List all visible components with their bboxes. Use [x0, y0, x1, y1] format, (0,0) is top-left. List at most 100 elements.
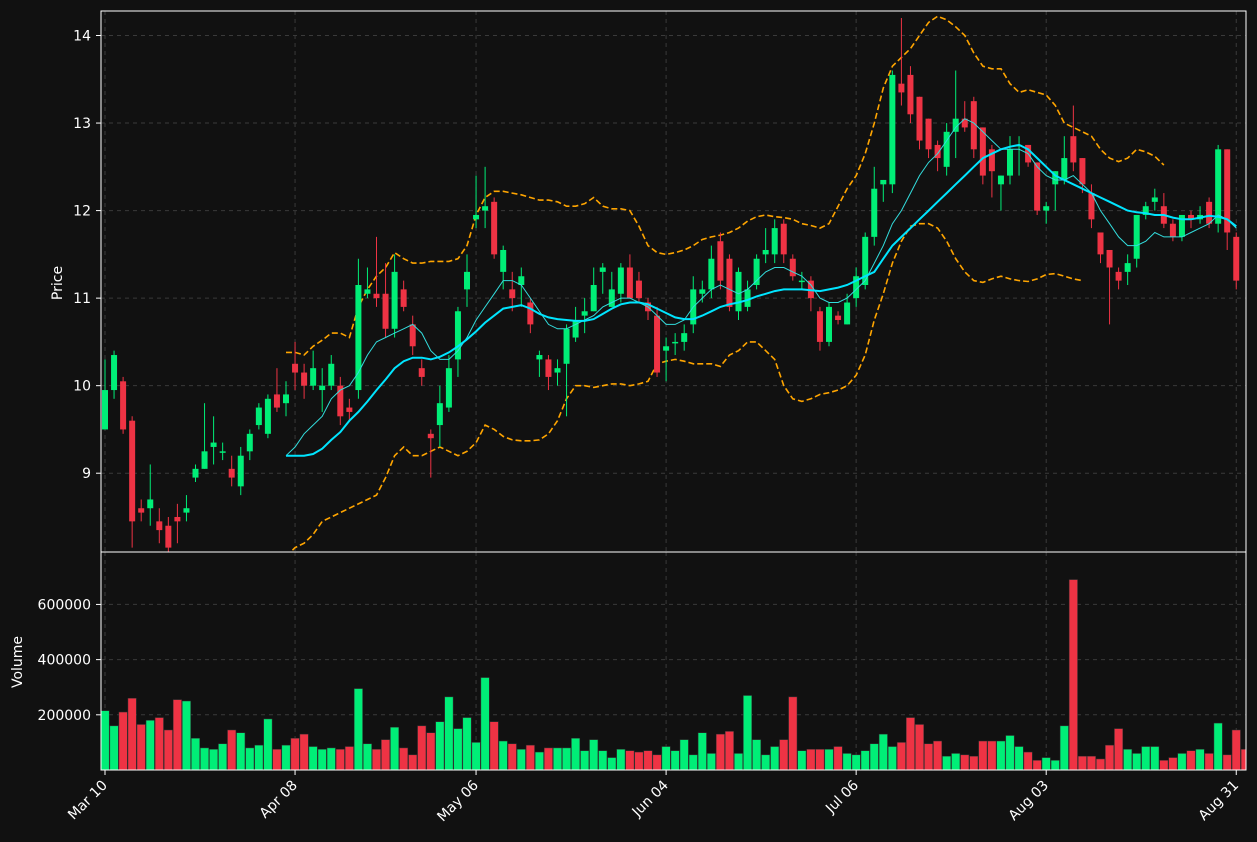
candle-body: [654, 315, 661, 373]
volume-bar: [580, 750, 590, 770]
volume-bar: [1150, 746, 1160, 770]
volume-bar: [308, 746, 318, 770]
volume-bar: [1168, 757, 1178, 770]
volume-bar: [326, 747, 336, 770]
volume-bar: [806, 749, 816, 770]
volume-bar: [290, 738, 300, 770]
volume-bar: [182, 700, 191, 770]
candle-body: [581, 311, 588, 316]
volume-bar: [752, 739, 762, 770]
candle-body: [445, 368, 452, 408]
candle-body: [563, 328, 570, 364]
volume-bar: [906, 717, 915, 770]
volume-bar: [1096, 758, 1105, 770]
candle-body: [898, 83, 905, 93]
volume-bar: [227, 729, 237, 770]
candle-body: [147, 499, 154, 509]
volume-bar: [734, 753, 743, 770]
candle-body: [536, 355, 543, 360]
candle-body: [635, 280, 642, 299]
volume-bar: [136, 724, 146, 770]
volume-bar: [1005, 735, 1015, 770]
candle-body: [310, 368, 317, 386]
candle-body: [572, 320, 579, 338]
candle-body: [283, 394, 289, 404]
volume-bar: [1177, 753, 1187, 770]
candle-body: [952, 118, 959, 132]
volume-bar: [697, 732, 707, 770]
volume-bar: [109, 725, 119, 770]
bollinger-upper-line: [286, 15, 1165, 356]
candle-body: [400, 289, 407, 307]
candle-body: [391, 271, 398, 329]
candle-body: [174, 516, 181, 522]
candle-body: [907, 74, 914, 115]
candle-body: [473, 214, 480, 220]
volume-bar: [444, 696, 454, 770]
candle-body: [1188, 214, 1194, 220]
candle-body: [663, 346, 670, 351]
candle-body: [672, 341, 679, 344]
ma-slow-line: [286, 143, 1237, 457]
volume-bar: [101, 710, 110, 770]
ma-fast-line: [285, 118, 1237, 457]
volume-bar: [788, 696, 798, 770]
candle-body: [735, 271, 742, 312]
candle-body: [997, 175, 1004, 185]
candle-body: [871, 188, 878, 237]
volume-bar: [1014, 746, 1024, 770]
candle-body: [1061, 158, 1068, 180]
candle-body: [111, 355, 118, 391]
candle-body: [798, 280, 805, 283]
candle-body: [482, 206, 489, 211]
candle-body: [409, 324, 416, 347]
volume-bar: [534, 751, 544, 770]
candle-body: [1097, 232, 1104, 255]
candle-body: [699, 289, 706, 294]
candle-body: [708, 258, 715, 290]
candle-body: [292, 363, 299, 373]
candle-body: [1142, 206, 1149, 215]
volume-bar: [453, 728, 463, 770]
volume-bar: [209, 749, 219, 770]
volume-bar: [688, 754, 698, 770]
candle-body: [780, 223, 787, 255]
volume-bar: [544, 747, 553, 770]
volume-bar: [1186, 750, 1196, 770]
volume-bar: [625, 750, 635, 770]
candle-body: [264, 398, 271, 434]
price-tick-label: 11: [73, 291, 91, 307]
volume-bar: [634, 751, 644, 770]
volume-bar: [987, 740, 997, 770]
volume-bar: [1123, 749, 1133, 770]
candle-body: [129, 420, 136, 522]
candle-body: [1079, 158, 1086, 185]
volume-axis-label: Volume: [10, 636, 26, 688]
volume-bar: [1159, 760, 1169, 770]
candle-body: [1224, 149, 1231, 233]
volume-bar: [842, 753, 852, 770]
candle-body: [355, 285, 362, 391]
volume-bar: [353, 688, 363, 770]
volume-grid: [101, 552, 1246, 770]
volume-bar: [1050, 760, 1060, 770]
volume-bar: [381, 739, 391, 770]
volume-bar: [960, 754, 970, 770]
volume-bar: [299, 733, 309, 770]
volume-bar: [435, 721, 445, 770]
candle-body: [518, 276, 525, 286]
candle-body: [826, 306, 832, 342]
volume-bar: [317, 749, 327, 770]
volume-bar: [652, 754, 662, 770]
volume-bar: [281, 744, 291, 770]
candle-body: [626, 267, 633, 299]
candle-body: [1124, 263, 1131, 272]
candle-body: [102, 390, 108, 430]
volume-bar: [978, 740, 988, 770]
volume-bar: [860, 750, 870, 770]
candle-body: [916, 96, 923, 141]
volume-bar: [553, 747, 562, 770]
volume-bar: [254, 744, 264, 770]
volume-bar: [887, 746, 897, 770]
